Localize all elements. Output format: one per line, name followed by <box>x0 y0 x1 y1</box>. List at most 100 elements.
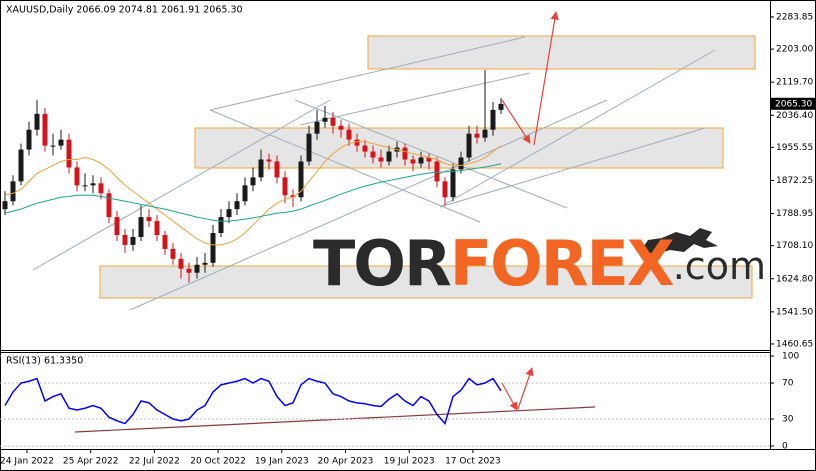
candle-body <box>74 167 80 186</box>
candle-body <box>106 193 112 218</box>
candle-body <box>194 264 200 273</box>
candle-body <box>290 195 296 198</box>
candle-body <box>146 217 152 222</box>
candle-body <box>226 209 232 218</box>
chart-header: XAUUSD,Daily 2066.09 2074.81 2061.91 206… <box>6 5 243 16</box>
rsi-line <box>4 377 502 426</box>
candle-body <box>234 201 240 210</box>
candle-body <box>186 268 192 273</box>
candle-body <box>346 129 352 140</box>
candle-body <box>58 139 64 146</box>
watermark-part: FOREX <box>450 227 674 300</box>
candle-body <box>314 121 320 134</box>
candle-body <box>210 232 216 263</box>
candle-body <box>50 145 56 147</box>
x-tick-label: 17 Oct 2023 <box>445 457 501 467</box>
y-tick-label: 2203.00 <box>776 45 813 55</box>
forecast-arrow <box>533 11 559 146</box>
support-zone <box>99 265 753 299</box>
moving-average <box>4 163 502 222</box>
watermark-part: TOR <box>313 227 451 300</box>
candle-body <box>450 169 456 198</box>
y-tick-label: 1788.95 <box>776 209 813 219</box>
candle-body <box>242 185 248 202</box>
rsi-title: RSI(13) 61.3350 <box>6 356 83 367</box>
watermark-text: TORFOREX.com <box>313 227 766 300</box>
candle-body <box>162 234 168 249</box>
candle-body <box>306 133 312 162</box>
candle-body <box>98 183 104 194</box>
trend-line <box>209 36 526 111</box>
candle-body <box>498 103 504 110</box>
candle-body <box>42 113 48 146</box>
candle-body <box>338 125 344 130</box>
x-tick-label: 19 Jan 2023 <box>255 457 309 467</box>
trend-line <box>439 127 706 208</box>
y-tick-label: 2283.85 <box>776 12 813 22</box>
rsi-y-tick-label: 70 <box>782 379 794 389</box>
y-tick-label: 1872.25 <box>776 176 813 186</box>
candle-body <box>330 117 336 126</box>
candle-body <box>402 147 408 160</box>
candle-body <box>10 181 16 202</box>
candle-body <box>458 157 464 170</box>
y-tick-label: 1460.65 <box>776 339 813 349</box>
candle-body <box>274 161 280 178</box>
trendlines <box>32 36 716 311</box>
x-tick-label: 22 Jul 2022 <box>129 457 180 467</box>
candle-body <box>26 129 32 150</box>
trend-line <box>299 72 531 126</box>
trend-line <box>32 99 331 271</box>
bull-logo <box>640 228 718 254</box>
last-price-box <box>771 97 815 110</box>
rsi-y-tick-label: 30 <box>782 415 794 425</box>
candle-body <box>82 185 88 187</box>
y-tick-label: 1708.10 <box>776 241 813 251</box>
candle-body <box>170 248 176 259</box>
trend-line <box>294 99 568 209</box>
resistance-zone <box>367 35 756 70</box>
candle-body <box>362 145 368 152</box>
candle-body <box>66 139 72 168</box>
x-tick-label: 20 Apr 2023 <box>318 457 374 467</box>
rsi-y-tick-label: 0 <box>782 442 788 452</box>
last-price-label: 2065.30 <box>775 99 812 109</box>
candle-body <box>34 113 40 130</box>
x-tick-label: 19 Jul 2023 <box>384 457 435 467</box>
candle-body <box>418 157 424 164</box>
candle-body <box>434 161 440 182</box>
candle-body <box>474 133 480 138</box>
candle-body <box>378 157 384 162</box>
candle-body <box>282 177 288 196</box>
candle-body <box>178 258 184 269</box>
candle-body <box>490 109 496 130</box>
candle-body <box>218 217 224 233</box>
trend-line <box>439 49 716 208</box>
candle-body <box>354 139 360 146</box>
forecast-arrows <box>74 11 596 433</box>
candle-body <box>442 181 448 198</box>
candle-body <box>2 201 8 210</box>
candle-body <box>298 161 304 198</box>
candle-body <box>386 151 392 162</box>
x-tick-label: 20 Oct 2022 <box>190 457 246 467</box>
candle-body <box>122 234 128 245</box>
forecast-arrow <box>517 367 534 410</box>
x-tick-label: 24 Jan 2022 <box>0 457 54 467</box>
candle-body <box>482 129 488 138</box>
candle-body <box>410 159 416 164</box>
y-tick-label: 2119.70 <box>776 78 813 88</box>
y-tick-label: 1541.50 <box>776 307 813 317</box>
moving-average <box>4 141 502 246</box>
candle-body <box>114 217 120 235</box>
y-tick-label: 1955.55 <box>776 143 813 153</box>
candle-body <box>90 183 96 186</box>
candle-body <box>138 217 144 237</box>
rsi-trend-line <box>74 406 596 433</box>
trend-line <box>209 109 481 223</box>
watermark: TORFOREX.com <box>313 227 766 300</box>
y-tick-label: 1624.80 <box>776 274 813 284</box>
candle-body <box>370 151 376 158</box>
candle-body <box>18 149 24 182</box>
